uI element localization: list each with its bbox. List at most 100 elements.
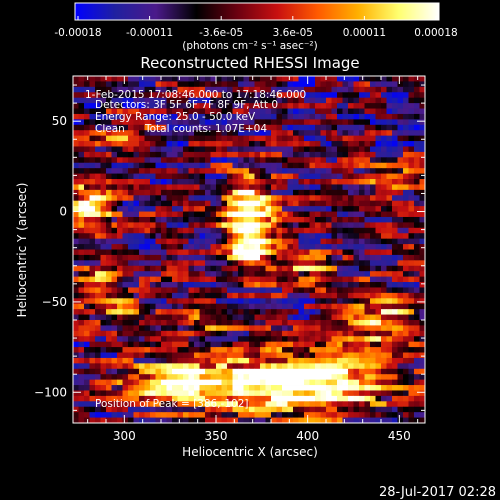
heatmap-cell: [210, 76, 217, 82]
heatmap-cell: [309, 130, 316, 137]
heatmap-cell: [320, 211, 327, 218]
heatmap-cell: [315, 282, 321, 288]
heatmap-cell: [144, 298, 151, 305]
heatmap-cell: [298, 412, 305, 418]
heatmap-cell: [106, 314, 112, 321]
heatmap-cell: [199, 287, 206, 294]
heatmap-cell: [117, 108, 123, 115]
heatmap-cell: [408, 385, 415, 391]
heatmap-cell: [337, 211, 343, 218]
heatmap-cell: [304, 292, 310, 299]
heatmap-cell: [293, 330, 299, 337]
heatmap-cell: [309, 260, 316, 267]
heatmap-cell: [133, 401, 140, 408]
heatmap-cell: [419, 368, 426, 375]
heatmap-cell: [73, 130, 79, 137]
heatmap-cell: [392, 265, 398, 272]
heatmap-cell: [172, 260, 178, 267]
heatmap-cell: [243, 292, 250, 299]
heatmap-cell: [370, 336, 376, 343]
heatmap-cell: [276, 130, 283, 137]
heatmap-cell: [392, 341, 398, 348]
heatmap-cell: [232, 287, 239, 294]
heatmap-cell: [216, 395, 222, 402]
heatmap-cell: [315, 347, 321, 353]
heatmap-cell: [326, 260, 332, 267]
heatmap-cell: [100, 227, 107, 234]
heatmap-cell: [210, 103, 217, 109]
heatmap-cell: [210, 184, 217, 191]
heatmap-cell: [260, 195, 266, 202]
heatmap-cell: [194, 395, 200, 402]
heatmap-cell: [161, 222, 167, 229]
heatmap-cell: [276, 276, 283, 283]
heatmap-cell: [161, 124, 167, 131]
heatmap-cell: [216, 368, 222, 375]
heatmap-cell: [100, 211, 107, 218]
heatmap-cell: [183, 292, 189, 299]
heatmap-cell: [106, 168, 112, 174]
heatmap-cell: [304, 97, 310, 104]
heatmap-cell: [128, 406, 134, 413]
heatmap-cell: [348, 368, 354, 375]
heatmap-cell: [370, 271, 376, 278]
heatmap-cell: [139, 363, 145, 370]
heatmap-cell: [232, 238, 239, 245]
heatmap-cell: [342, 395, 349, 402]
heatmap-cell: [397, 357, 404, 364]
heatmap-cell: [84, 309, 90, 315]
heatmap-cell: [177, 151, 184, 158]
heatmap-cell: [276, 206, 283, 212]
heatmap-cell: [348, 238, 354, 245]
heatmap-cell: [408, 395, 415, 402]
heatmap-cell: [304, 249, 310, 256]
heatmap-cell: [194, 265, 200, 272]
heatmap-cell: [282, 141, 288, 147]
heatmap-cell: [315, 97, 321, 104]
heatmap-cell: [353, 151, 360, 158]
heatmap-cell: [254, 260, 261, 267]
heatmap-cell: [249, 347, 255, 353]
heatmap-cell: [254, 379, 261, 386]
heatmap-cell: [155, 390, 162, 397]
heatmap-cell: [100, 417, 107, 424]
heatmap-cell: [89, 292, 96, 299]
heatmap-cell: [111, 298, 118, 305]
heatmap-cell: [84, 249, 90, 256]
heatmap-cell: [166, 135, 173, 142]
heatmap-cell: [100, 130, 107, 137]
heatmap-cell: [282, 184, 288, 191]
heatmap-cell: [298, 379, 305, 386]
heatmap-cell: [348, 189, 354, 196]
heatmap-cell: [386, 206, 393, 212]
heatmap-cell: [386, 97, 393, 104]
heatmap-cell: [254, 406, 261, 413]
heatmap-cell: [403, 151, 409, 158]
heatmap-cell: [293, 200, 299, 207]
heatmap-cell: [282, 357, 288, 364]
heatmap-cell: [84, 216, 90, 223]
heatmap-cell: [161, 314, 167, 321]
heatmap-cell: [386, 319, 393, 326]
heatmap-cell: [161, 173, 167, 180]
heatmap-cell: [144, 417, 151, 424]
heatmap-cell: [210, 157, 217, 164]
heatmap-cell: [381, 168, 387, 174]
heatmap-cell: [260, 390, 266, 397]
heatmap-cell: [232, 92, 239, 99]
heatmap-cell: [348, 254, 354, 261]
heatmap-cell: [375, 76, 382, 82]
heatmap-cell: [359, 347, 365, 353]
heatmap-cell: [298, 357, 305, 364]
heatmap-cell: [106, 238, 112, 245]
heatmap-cell: [78, 352, 85, 359]
heatmap-cell: [304, 233, 310, 240]
heatmap-cell: [254, 282, 261, 288]
heatmap-cell: [331, 309, 338, 315]
heatmap-cell: [386, 189, 393, 196]
heatmap-cell: [89, 97, 96, 104]
heatmap-cell: [172, 200, 178, 207]
heatmap-cell: [282, 282, 288, 288]
heatmap-cell: [111, 206, 118, 212]
heatmap-cell: [403, 238, 409, 245]
